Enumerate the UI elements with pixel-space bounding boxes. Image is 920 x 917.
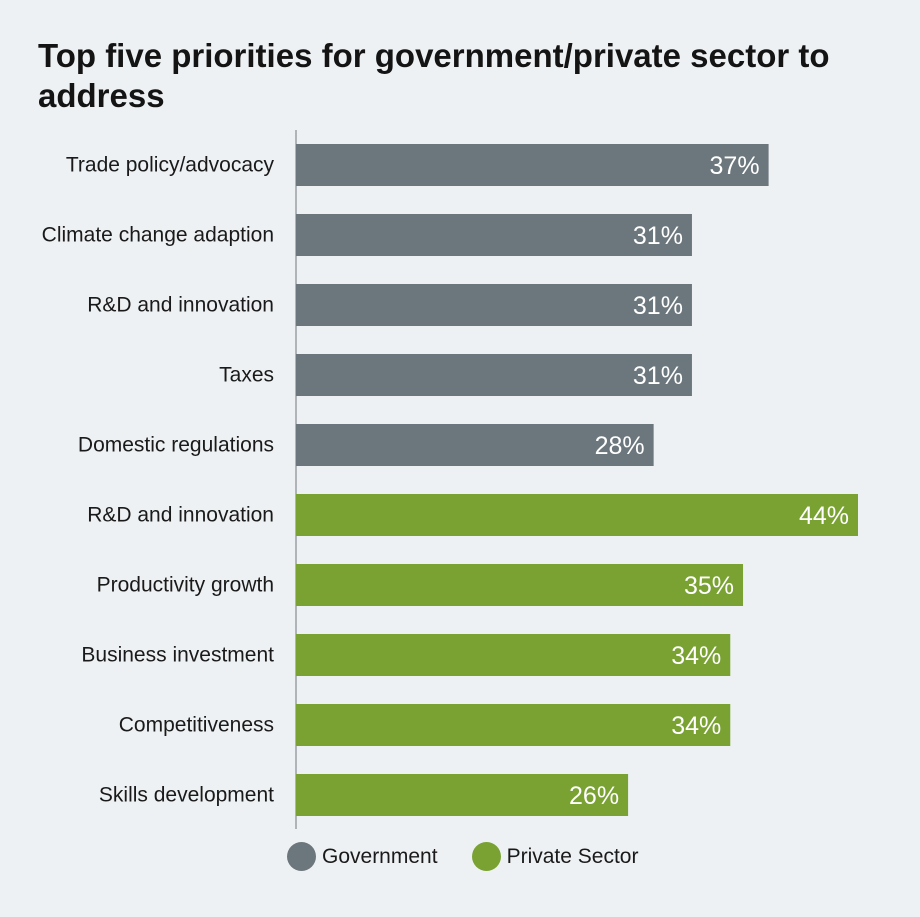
legend-label-private-sector: Private Sector — [506, 844, 639, 868]
category-label-2: Climate change adaption — [42, 224, 274, 247]
bar-2 — [296, 214, 692, 256]
bar-7 — [296, 564, 744, 606]
value-label-4: 31% — [633, 362, 683, 390]
value-label-2: 31% — [633, 222, 683, 250]
chart-title: Top five priorities for government/priva… — [38, 37, 830, 114]
value-label-10: 26% — [569, 782, 619, 810]
legend-swatch-private-sector — [471, 842, 501, 871]
category-label-4: Taxes — [219, 364, 274, 387]
value-label-1: 37% — [710, 152, 760, 180]
category-label-5: Domestic regulations — [78, 434, 274, 457]
value-label-6: 44% — [799, 502, 849, 530]
value-label-7: 35% — [684, 572, 734, 600]
value-label-3: 31% — [633, 292, 683, 320]
category-label-6: R&D and innovation — [87, 504, 274, 527]
legend-item-private-sector: Private Sector — [471, 842, 639, 871]
value-label-8: 34% — [671, 642, 721, 670]
category-label-7: Productivity growth — [97, 574, 274, 597]
category-label-1: Trade policy/advocacy — [66, 154, 275, 177]
category-label-10: Skills development — [99, 784, 274, 807]
legend-item-government: Government — [287, 842, 438, 871]
bar-1 — [296, 144, 769, 186]
legend: Government Private Sector — [287, 842, 672, 871]
bar-5 — [296, 424, 654, 466]
category-label-3: R&D and innovation — [87, 294, 274, 317]
bar-3 — [296, 284, 692, 326]
bar-10 — [296, 774, 629, 816]
bar-8 — [296, 634, 731, 676]
category-label-8: Business investment — [81, 644, 274, 667]
bar-9 — [296, 704, 731, 746]
bar-4 — [296, 354, 692, 396]
legend-swatch-government — [287, 842, 316, 871]
legend-label-government: Government — [322, 844, 438, 868]
bar-6 — [296, 494, 858, 536]
value-label-5: 28% — [595, 432, 645, 460]
category-label-9: Competitiveness — [119, 714, 274, 737]
value-label-9: 34% — [671, 712, 721, 740]
